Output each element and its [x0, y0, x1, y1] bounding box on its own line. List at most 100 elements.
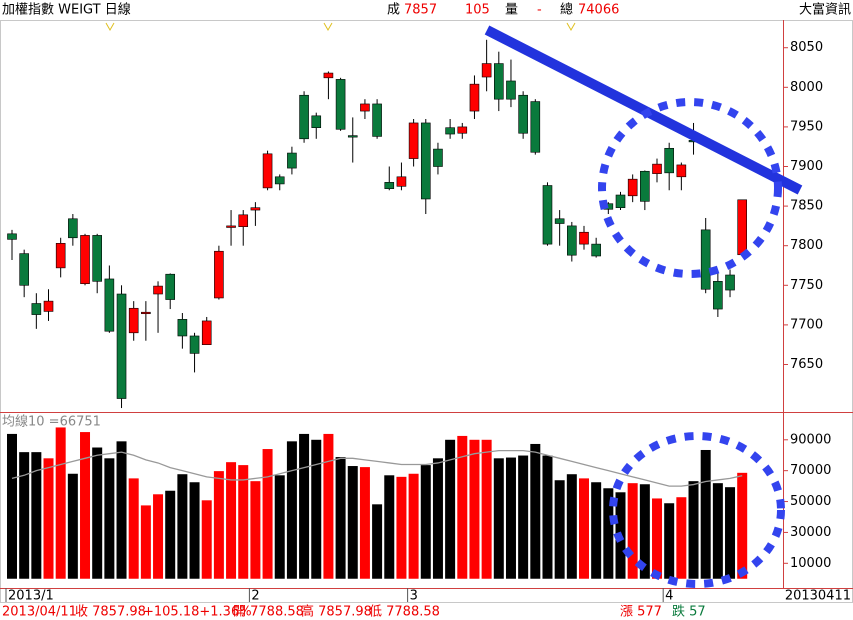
volume-bar [445, 439, 456, 579]
volume-bar [262, 449, 273, 579]
candle-body [506, 80, 516, 100]
volume-bar [238, 465, 249, 579]
footer-open: 開 7788.58 [233, 605, 304, 620]
header-value: 105 [465, 3, 490, 18]
candle-body [567, 225, 577, 256]
volume-bar [688, 481, 699, 579]
volume-bar [201, 500, 212, 579]
y-tick-label: 7750 [790, 278, 823, 293]
volume-bar [104, 458, 115, 579]
candle-body [323, 72, 334, 79]
y-tick-label: 7850 [790, 199, 823, 214]
candle-body [238, 214, 249, 227]
volume-bar [396, 476, 407, 579]
candle-body [335, 79, 346, 130]
candle-body [214, 250, 224, 299]
footer-date: 2013/04/11 [2, 605, 77, 620]
x-tick-label: 2013/1 [8, 589, 54, 604]
volume-bar [299, 433, 310, 579]
volume-bar [347, 466, 358, 579]
footer-declines: 跌 57 [672, 604, 706, 620]
header-label: 量 [505, 3, 518, 18]
y-tick-label: 7950 [790, 119, 823, 134]
volume-bar [250, 481, 261, 579]
volume-bar [116, 441, 127, 579]
circle-annotation [598, 98, 782, 278]
candle-body [372, 103, 382, 137]
volume-bar [55, 427, 66, 579]
volume-bar [420, 465, 431, 579]
volume-bar [542, 455, 553, 579]
y-tick-label: 30000 [790, 525, 831, 540]
candle-body [177, 319, 188, 337]
volume-bar [700, 449, 711, 579]
candle-body [55, 243, 66, 269]
footer-change: +105.18+1.36% [143, 605, 252, 620]
candle-body [116, 293, 127, 399]
candle-body [189, 335, 200, 354]
header-title: 加權指數 WEIGT 日線 [2, 2, 131, 18]
volume-bar [286, 441, 297, 579]
volume-bar [128, 478, 139, 579]
candle-body [128, 307, 139, 334]
volume-bar [554, 480, 565, 579]
header-label: 成 [387, 3, 400, 18]
candle-body [92, 235, 102, 282]
volume-bar [19, 452, 30, 579]
brand: 大富資訊 [799, 2, 851, 18]
candle-body [408, 122, 419, 159]
y-tick-label: 50000 [790, 494, 831, 509]
volume-bar [712, 483, 723, 579]
y-tick-label: 10000 [790, 556, 831, 571]
volume-bar [140, 505, 151, 579]
volume-bar [627, 483, 638, 579]
volume-bar [481, 439, 492, 579]
volume-bar [213, 471, 224, 579]
candle-body [31, 303, 42, 315]
candle-body [384, 182, 395, 189]
candle-body [676, 164, 687, 178]
y-tick-label: 8050 [790, 40, 823, 55]
volume-bar [566, 474, 577, 579]
volume-bar [432, 458, 443, 579]
candle-body [725, 274, 735, 291]
header-value: - [537, 3, 542, 18]
volume-bar [493, 458, 504, 579]
candle-body [542, 185, 553, 245]
volume-bar [408, 473, 419, 579]
candle-body [469, 83, 480, 112]
x-tick-label: 4 [665, 589, 673, 604]
candle-body [640, 170, 650, 202]
volume-bar [725, 487, 736, 579]
volume-bar [311, 439, 322, 579]
volume-bar [578, 478, 589, 579]
volume-bar [603, 488, 614, 579]
volume-bar [31, 452, 42, 579]
volume-bar [323, 433, 334, 579]
candle-body [433, 148, 443, 167]
candle-body [615, 194, 626, 208]
candle-body [664, 147, 674, 174]
marker [566, 22, 576, 32]
footer-low: 低 7788.58 [369, 605, 440, 620]
y-tick-label: 7700 [790, 317, 823, 332]
marks: 7650 7700 7750 7800 7850 7900 7950 8000 8050 1000… [5, 39, 831, 604]
x-tick-label: 2 [251, 589, 259, 604]
candle-body [627, 178, 638, 197]
volume-bar [639, 484, 650, 579]
volume-bar [737, 472, 748, 579]
candle-body [7, 233, 17, 240]
trend-annotation [484, 25, 803, 195]
candle-body [165, 273, 176, 300]
volume-bar [505, 457, 516, 579]
volume-bar [335, 457, 346, 579]
footer-close: 收 7857.98 [75, 605, 146, 620]
candle-body [299, 94, 309, 140]
candle-body [591, 243, 601, 257]
candle-body [518, 94, 528, 134]
candle-body [287, 152, 297, 169]
volume-bar [664, 503, 675, 579]
candle-body [68, 218, 78, 239]
